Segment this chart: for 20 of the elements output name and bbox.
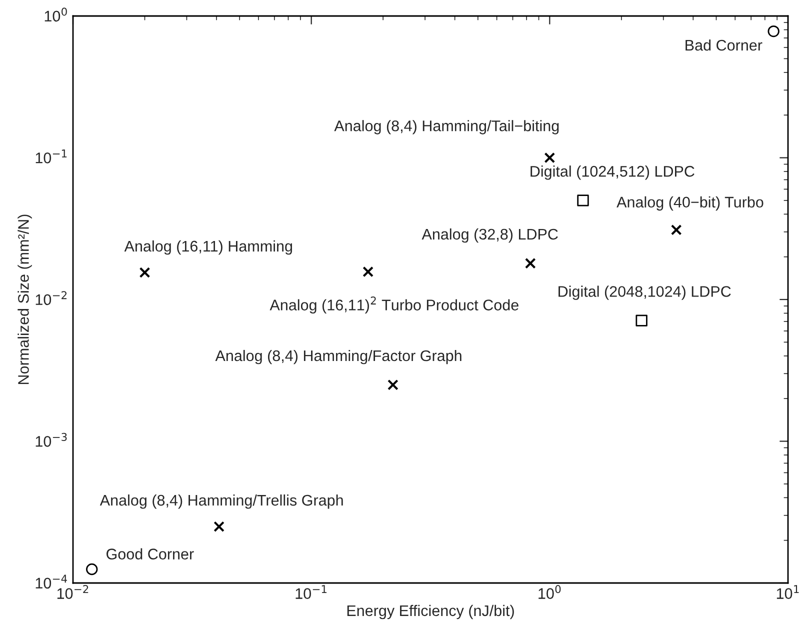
annotation: Analog (16,11) Hamming [124, 240, 292, 255]
annotation: Analog (16,11)$^{2}$ Turbo Product Code [270, 296, 518, 314]
annotation: Analog (8,4) Hamming/Factor Graph [215, 350, 462, 364]
y-tick-label: 10$^{0}$ [44, 8, 67, 22]
annotation: Digital (1024,512) LDPC [530, 166, 694, 180]
x-tick-label: 10$^{−1}$ [296, 585, 327, 599]
annotation: Analog (8,4) Hamming/Tail−biting [334, 120, 559, 134]
annotation: Analog (32,8) LDPC [422, 228, 558, 243]
x-tick-label: 10$^{1}$ [776, 585, 799, 599]
annotation: Analog (40−bit) Turbo [616, 196, 764, 211]
y-tick-label: 10$^{−3}$ [36, 432, 67, 447]
y-tick-label: 10$^{−1}$ [36, 150, 67, 164]
y-axis-title: Normalized Size (mm²/N) [18, 214, 32, 384]
annotation: Good Corner [106, 548, 194, 560]
x-axis-title: Energy Efficiency (nJ/bit) [347, 604, 514, 620]
annotation: Analog (8,4) Hamming/Trellis Graph [100, 494, 343, 509]
annotation: Bad Corner [686, 39, 762, 51]
annotation: Digital (2048,1024) LDPC [558, 286, 731, 300]
x-tick-label: 10$^{0}$ [538, 585, 561, 599]
y-tick-label: 10$^{−2}$ [36, 291, 67, 306]
